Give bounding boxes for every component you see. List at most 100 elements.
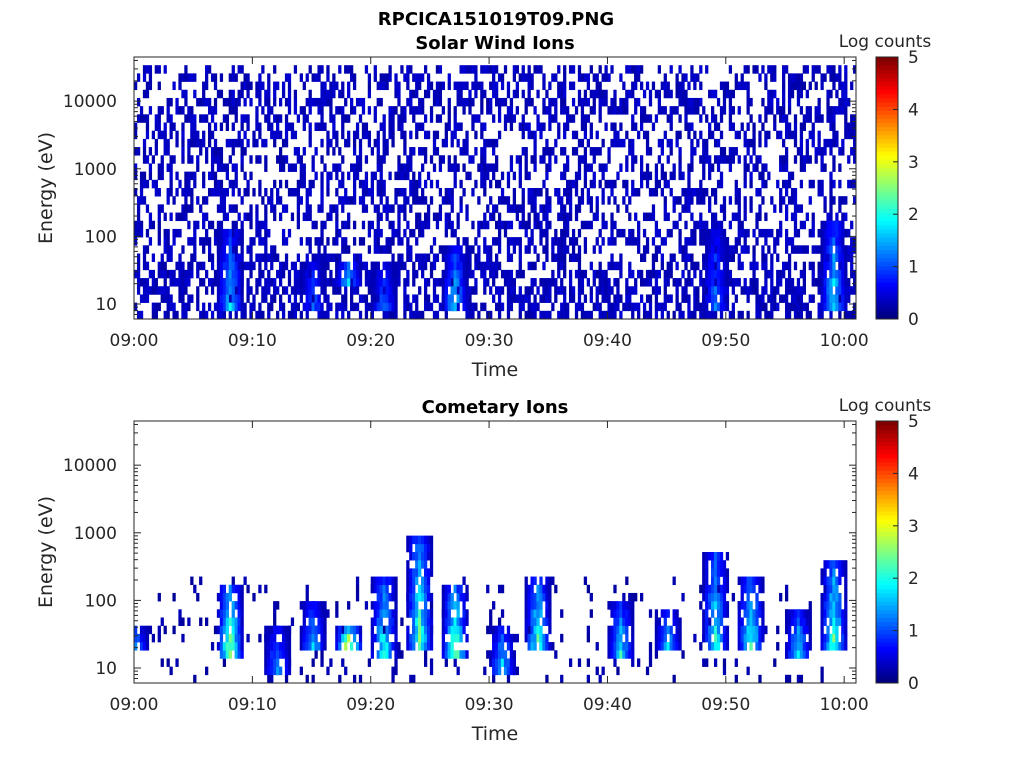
burst-cell bbox=[216, 609, 221, 618]
burst-cell bbox=[610, 625, 614, 635]
noise-cell bbox=[293, 188, 298, 197]
noise-cell bbox=[681, 73, 685, 82]
noise-cell bbox=[770, 65, 774, 74]
noise-cell bbox=[663, 106, 667, 115]
noise-cell bbox=[474, 286, 478, 295]
noise-cell bbox=[181, 204, 185, 213]
noise-cell bbox=[713, 261, 718, 271]
noise-cell bbox=[287, 278, 292, 287]
burst-cell bbox=[237, 286, 241, 295]
noise-cell bbox=[574, 237, 579, 246]
noise-cell bbox=[832, 114, 836, 123]
noise-cell bbox=[255, 106, 259, 115]
noise-cell bbox=[577, 171, 582, 181]
burst-cell bbox=[716, 269, 721, 279]
colorbar-segment bbox=[876, 151, 898, 156]
noise-cell bbox=[743, 204, 747, 213]
noise-cell bbox=[364, 130, 369, 140]
noise-cell bbox=[784, 122, 789, 131]
noise-cell bbox=[761, 261, 765, 271]
burst-cell bbox=[500, 642, 505, 651]
noise-cell bbox=[193, 130, 197, 140]
noise-cell bbox=[172, 196, 176, 205]
burst-cell bbox=[500, 633, 505, 643]
noise-cell bbox=[379, 179, 383, 189]
burst-cell bbox=[341, 261, 345, 271]
noise-cell bbox=[563, 220, 567, 230]
noise-cell bbox=[580, 269, 585, 279]
noise-cell bbox=[169, 171, 173, 181]
noise-cell bbox=[341, 114, 345, 123]
noise-cell bbox=[743, 130, 747, 140]
colorbar-segment bbox=[876, 265, 898, 271]
noise-cell bbox=[521, 269, 525, 279]
colorbar-segment bbox=[876, 73, 898, 78]
noise-cell bbox=[802, 261, 806, 271]
noise-cell bbox=[571, 81, 576, 91]
noise-cell bbox=[622, 138, 626, 148]
noise-cell bbox=[669, 228, 673, 238]
noise-cell bbox=[495, 65, 499, 74]
colorbar-segment bbox=[876, 273, 898, 279]
noise-cell bbox=[524, 73, 528, 82]
noise-cell bbox=[853, 122, 856, 131]
noise-cell bbox=[687, 188, 691, 197]
noise-cell bbox=[844, 106, 848, 115]
noise-cell bbox=[784, 245, 789, 254]
noise-cell bbox=[406, 196, 410, 205]
noise-cell bbox=[551, 73, 555, 82]
burst-cell bbox=[385, 294, 389, 303]
burst-cell bbox=[237, 294, 241, 303]
noise-cell bbox=[355, 253, 360, 262]
noise-cell bbox=[595, 666, 599, 676]
noise-cell bbox=[278, 179, 283, 189]
noise-cell bbox=[607, 106, 611, 115]
noise-cell bbox=[409, 89, 413, 99]
noise-cell bbox=[151, 130, 156, 140]
burst-cell bbox=[711, 228, 715, 238]
noise-cell bbox=[604, 310, 608, 319]
noise-cell bbox=[696, 73, 700, 82]
noise-cell bbox=[669, 114, 673, 123]
colorbar-segment bbox=[876, 200, 898, 205]
burst-cell bbox=[823, 220, 827, 230]
noise-cell bbox=[589, 196, 593, 205]
noise-cell bbox=[811, 269, 815, 279]
noise-cell bbox=[527, 196, 531, 205]
noise-cell bbox=[432, 138, 437, 148]
noise-cell bbox=[592, 147, 596, 156]
burst-cell bbox=[465, 269, 469, 279]
burst-cell bbox=[506, 658, 511, 667]
noise-cell bbox=[154, 114, 158, 123]
noise-cell bbox=[347, 130, 351, 140]
noise-cell bbox=[397, 188, 401, 197]
burst-cell bbox=[373, 633, 377, 643]
burst-cell bbox=[711, 568, 715, 577]
noise-cell bbox=[639, 163, 644, 172]
noise-cell bbox=[296, 147, 301, 156]
noise-cell bbox=[817, 278, 821, 287]
noise-cell bbox=[663, 196, 667, 205]
burst-cell bbox=[128, 642, 131, 650]
noise-cell bbox=[361, 97, 366, 107]
noise-cell bbox=[273, 617, 277, 626]
noise-cell bbox=[560, 310, 564, 319]
burst-cell bbox=[391, 642, 395, 651]
noise-cell bbox=[574, 212, 579, 222]
noise-cell bbox=[826, 97, 830, 107]
noise-cell bbox=[409, 106, 413, 115]
noise-cell bbox=[548, 97, 552, 107]
noise-cell bbox=[465, 97, 469, 107]
noise-cell bbox=[335, 212, 339, 222]
noise-cell bbox=[497, 261, 502, 271]
burst-cell bbox=[379, 278, 383, 287]
noise-cell bbox=[752, 286, 756, 295]
noise-cell bbox=[787, 81, 792, 91]
noise-cell bbox=[397, 212, 401, 222]
noise-cell bbox=[773, 294, 777, 303]
noise-cell bbox=[240, 253, 244, 262]
noise-cell bbox=[219, 179, 224, 189]
noise-cell bbox=[376, 294, 380, 303]
noise-cell bbox=[187, 106, 191, 115]
noise-cell bbox=[278, 130, 283, 140]
